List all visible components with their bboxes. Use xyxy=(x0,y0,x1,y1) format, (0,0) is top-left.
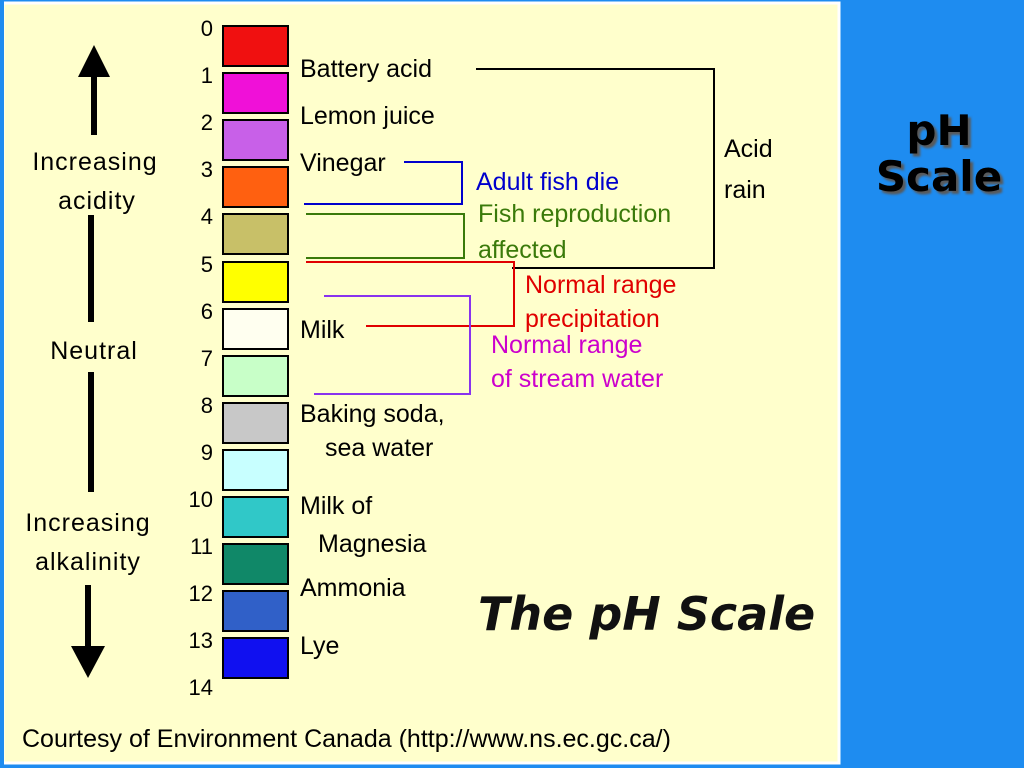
frame-edge-left xyxy=(0,0,4,768)
substance-battery-acid: Battery acid xyxy=(300,55,432,83)
ph-swatch-0-to-1 xyxy=(222,25,289,67)
acid-rain-bracket xyxy=(476,68,715,269)
ph-number-6: 6 xyxy=(201,299,213,324)
substance-milk-of-magnesia-line1: Milk of xyxy=(300,492,372,520)
fish-reproduction-label-line1: Fish reproduction xyxy=(478,200,671,228)
ph-swatch-2-to-3 xyxy=(222,119,289,161)
ph-color-swatches xyxy=(222,25,289,679)
substance-baking-soda-line1: Baking soda, xyxy=(300,400,445,428)
ph-number-3: 3 xyxy=(201,157,213,182)
normal-precipitation-bracket xyxy=(306,261,515,327)
increasing-acidity-label-line1: Increasing xyxy=(32,148,157,176)
increasing-alkalinity-label-line1: Increasing xyxy=(25,509,150,537)
normal-precipitation-label-line1: Normal range xyxy=(525,271,676,299)
normal-precipitation-label-line2: precipitation xyxy=(525,305,660,333)
acidity-arrow xyxy=(78,45,110,135)
ph-scale-diagram: Increasing acidity Neutral Increasing al… xyxy=(0,0,841,768)
ph-swatch-13-to-14 xyxy=(222,637,289,679)
slide-title: pH Scale xyxy=(850,108,1024,200)
ph-swatch-1-to-2 xyxy=(222,72,289,114)
substance-lye: Lye xyxy=(300,632,339,660)
ph-number-9: 9 xyxy=(201,440,213,465)
substance-vinegar: Vinegar xyxy=(300,149,386,177)
ph-number-7: 7 xyxy=(201,346,213,371)
slide-title-line1: pH xyxy=(906,106,972,155)
ph-scale-heading: The pH Scale xyxy=(478,587,815,641)
diagram-frame xyxy=(1,1,841,765)
normal-stream-water-bracket xyxy=(314,295,471,395)
acid-rain-label-line2: rain xyxy=(724,176,766,204)
adult-fish-die-label: Adult fish die xyxy=(476,168,619,196)
ph-swatch-8-to-9 xyxy=(222,402,289,444)
ph-number-0: 0 xyxy=(201,16,213,41)
substance-ammonia: Ammonia xyxy=(300,574,406,602)
substance-lemon-juice: Lemon juice xyxy=(300,102,435,130)
ph-swatch-10-to-11 xyxy=(222,496,289,538)
ph-swatch-7-to-8 xyxy=(222,355,289,397)
fish-reproduction-label-line2: affected xyxy=(478,236,567,264)
ph-number-5: 5 xyxy=(201,252,213,277)
ph-number-2: 2 xyxy=(201,110,213,135)
ph-number-13: 13 xyxy=(189,628,213,653)
ph-swatch-6-to-7 xyxy=(222,308,289,350)
substance-baking-soda-line2: sea water xyxy=(325,434,433,462)
increasing-alkalinity-label-line2: alkalinity xyxy=(35,548,141,576)
ph-swatch-9-to-10 xyxy=(222,449,289,491)
normal-stream-water-label-line2: of stream water xyxy=(491,365,663,393)
increasing-acidity-label-line2: acidity xyxy=(58,187,136,215)
ph-swatch-11-to-12 xyxy=(222,543,289,585)
fish-reproduction-bracket xyxy=(306,213,465,259)
diagram-panel: Increasing acidity Neutral Increasing al… xyxy=(0,0,841,768)
credit-line: Courtesy of Environment Canada (http://w… xyxy=(22,725,671,753)
ph-swatch-3-to-4 xyxy=(222,166,289,208)
adult-fish-die-bracket xyxy=(304,161,463,205)
ph-swatch-4-to-5 xyxy=(222,213,289,255)
alkalinity-arrow xyxy=(71,585,105,678)
ph-swatch-12-to-13 xyxy=(222,590,289,632)
ph-swatch-5-to-6 xyxy=(222,261,289,303)
ph-number-1: 1 xyxy=(201,63,213,88)
slide-title-line2: Scale xyxy=(875,152,1003,201)
normal-stream-water-label-line1: Normal range xyxy=(491,331,642,359)
substance-milk-of-magnesia-line2: Magnesia xyxy=(318,530,426,558)
acid-rain-label-line1: Acid xyxy=(724,135,773,163)
ph-number-8: 8 xyxy=(201,393,213,418)
ph-number-4: 4 xyxy=(201,204,213,229)
ph-number-11: 11 xyxy=(190,534,213,559)
ph-number-12: 12 xyxy=(189,581,213,606)
neutral-label: Neutral xyxy=(50,337,138,365)
ph-number-14: 14 xyxy=(189,675,213,700)
substance-milk: Milk xyxy=(300,316,345,344)
ph-number-10: 10 xyxy=(189,487,213,512)
